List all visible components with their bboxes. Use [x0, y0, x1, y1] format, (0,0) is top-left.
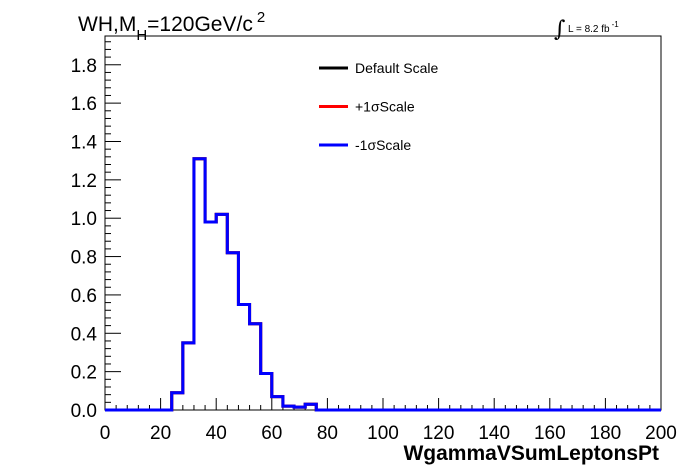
- y-tick-label: 0.0: [71, 401, 97, 422]
- y-tick-label: 1.8: [71, 56, 97, 77]
- y-tick-label: 1.4: [71, 132, 98, 153]
- lumi-integral-symbol: ∫: [554, 17, 566, 42]
- legend-label-0: Default Scale: [355, 60, 438, 76]
- legend-label-2: -1σScale: [355, 137, 411, 153]
- x-tick-label: 180: [590, 423, 622, 444]
- x-tick-label: 120: [423, 423, 455, 444]
- x-axis-label: WgammaVSumLeptonsPt: [403, 442, 659, 465]
- y-tick-label: 0.6: [71, 286, 97, 307]
- x-tick-label: 60: [261, 423, 282, 444]
- x-tick-label: 200: [645, 423, 677, 444]
- y-tick-label: 0.8: [71, 248, 97, 269]
- y-tick-label: 0.4: [71, 324, 98, 345]
- y-tick-label: 1.0: [71, 209, 97, 230]
- legend: Default Scale +1σScale -1σScale: [319, 60, 438, 153]
- y-tick-label: 0.2: [71, 363, 97, 384]
- x-axis: 0 20 40 60 80 100 120 140 160 180 200: [100, 398, 677, 444]
- y-tick-label: 1.6: [71, 94, 97, 115]
- histogram-series: [105, 157, 661, 412]
- x-tick-label: 160: [534, 423, 566, 444]
- y-tick-label: 1.2: [71, 171, 97, 192]
- series-line-2: [105, 157, 661, 412]
- legend-label-1: +1σScale: [355, 99, 415, 115]
- lumi-annotation: L = 8.2 fb -1: [568, 20, 619, 35]
- x-tick-label: 0: [100, 423, 111, 444]
- x-tick-label: 100: [367, 423, 399, 444]
- x-tick-label: 80: [317, 423, 338, 444]
- x-tick-label: 20: [150, 423, 171, 444]
- x-tick-label: 140: [478, 423, 510, 444]
- y-axis: 0.0 0.2 0.4 0.6 0.8 1.0 1.2 1.4 1.6 1.8: [71, 41, 121, 422]
- x-tick-label: 40: [206, 423, 227, 444]
